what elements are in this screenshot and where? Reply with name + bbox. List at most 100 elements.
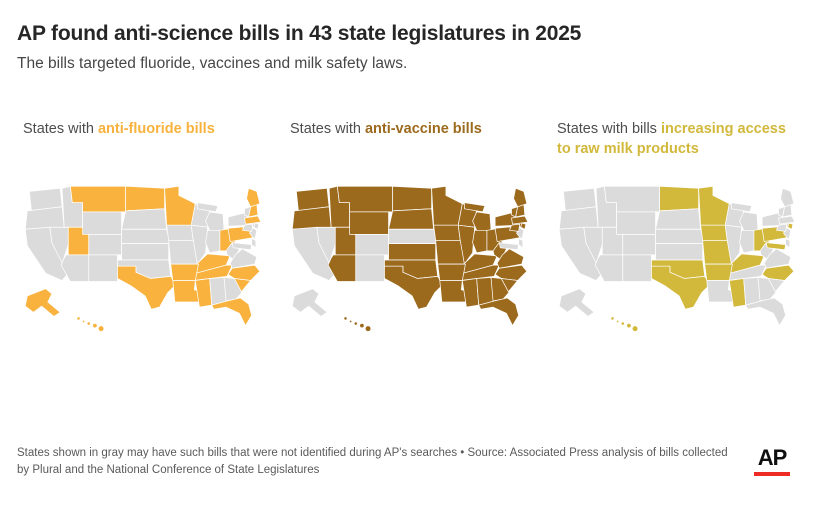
state-ga xyxy=(223,277,243,302)
state-me xyxy=(246,187,261,208)
state-az xyxy=(594,254,624,282)
map-column-anti-vaccine: States with anti-vaccine bills xyxy=(282,119,532,337)
state-hi xyxy=(97,325,105,332)
graphic-subtitle: The bills targeted fluoride, vaccines an… xyxy=(17,55,408,72)
page-root: AP found anti-science bills in 43 state … xyxy=(15,22,798,480)
us-map-anti-vaccine xyxy=(291,185,529,332)
state-hi xyxy=(626,322,632,329)
state-wy xyxy=(82,211,122,235)
state-mn xyxy=(431,185,463,226)
map-column-raw-milk: States with bills increasing access to r… xyxy=(549,119,799,337)
state-me xyxy=(513,187,528,208)
state-mi xyxy=(472,211,492,231)
state-ma xyxy=(778,215,796,225)
state-in xyxy=(739,229,755,254)
state-hi xyxy=(631,325,639,332)
ap-logo-text: AP xyxy=(757,445,788,470)
state-mi xyxy=(739,211,759,231)
state-hi xyxy=(610,316,615,321)
footer: States shown in gray may have such bills… xyxy=(15,445,798,480)
state-ak xyxy=(558,288,595,317)
state-ia xyxy=(433,224,461,241)
map-label-highlight: increasing access to raw milk products xyxy=(557,121,786,157)
state-il xyxy=(457,224,475,265)
state-ga xyxy=(490,277,510,302)
state-ct xyxy=(776,223,788,232)
state-az xyxy=(60,254,90,282)
state-md xyxy=(231,242,253,251)
state-tx xyxy=(651,265,711,310)
state-fl xyxy=(211,297,253,326)
state-hi xyxy=(343,316,348,321)
state-hi xyxy=(620,321,625,326)
us-map-anti-fluoride xyxy=(24,185,262,332)
state-ct xyxy=(242,223,254,232)
state-hi xyxy=(92,322,98,329)
state-ne xyxy=(388,228,439,244)
state-nd xyxy=(392,185,432,212)
state-hi xyxy=(86,321,91,326)
state-ar xyxy=(704,263,733,281)
graphic-title: AP found anti-science bills in 43 state … xyxy=(17,22,582,45)
state-fl xyxy=(745,297,787,326)
state-mi xyxy=(197,202,219,213)
state-ia xyxy=(166,224,194,241)
state-ks xyxy=(388,243,437,261)
state-mi xyxy=(731,202,753,213)
map-label-anti-vaccine: States with anti-vaccine bills xyxy=(282,119,532,161)
state-sd xyxy=(121,208,167,230)
us-map-raw-milk xyxy=(558,185,796,332)
state-me xyxy=(780,187,795,208)
state-ak xyxy=(291,288,328,317)
state-ks xyxy=(121,243,170,261)
state-hi xyxy=(76,316,81,321)
state-de xyxy=(785,238,791,249)
state-ar xyxy=(437,263,466,281)
state-co xyxy=(88,234,122,256)
state-or xyxy=(291,206,332,230)
state-hi xyxy=(82,319,86,324)
state-mi xyxy=(464,202,486,213)
state-ri xyxy=(787,222,794,230)
ap-logo: AP xyxy=(754,447,790,476)
map-label-prefix: States with xyxy=(23,121,98,137)
state-ks xyxy=(655,243,704,261)
ap-logo-underline xyxy=(754,472,790,476)
state-co xyxy=(355,234,389,256)
state-mn xyxy=(164,185,196,226)
state-md xyxy=(498,242,520,251)
state-wy xyxy=(349,211,389,235)
state-sd xyxy=(655,208,701,230)
map-label-prefix: States with bills xyxy=(557,121,661,137)
state-ar xyxy=(170,263,199,281)
state-ak xyxy=(24,288,61,317)
state-de xyxy=(518,238,524,249)
state-hi xyxy=(353,321,358,326)
state-nm xyxy=(88,254,118,282)
state-ne xyxy=(655,228,706,244)
maps-row: States with anti-fluoride bills States w… xyxy=(15,119,798,337)
state-nm xyxy=(622,254,652,282)
map-label-anti-fluoride: States with anti-fluoride bills xyxy=(15,119,265,161)
state-co xyxy=(622,234,656,256)
map-label-highlight: anti-vaccine bills xyxy=(364,121,482,137)
state-ia xyxy=(700,224,728,241)
state-ms xyxy=(194,278,213,308)
state-tx xyxy=(117,265,177,310)
state-ri xyxy=(253,222,260,230)
state-ga xyxy=(757,277,777,302)
state-nm xyxy=(355,254,385,282)
footer-note: States shown in gray may have such bills… xyxy=(17,447,728,477)
state-hi xyxy=(616,319,620,324)
state-ri xyxy=(520,222,527,230)
state-sc xyxy=(767,278,786,293)
state-ms xyxy=(728,278,747,308)
state-hi xyxy=(359,322,365,329)
state-ne xyxy=(121,228,172,244)
state-in xyxy=(205,229,221,254)
map-column-anti-fluoride: States with anti-fluoride bills xyxy=(15,119,265,337)
state-in xyxy=(472,229,488,254)
state-fl xyxy=(478,297,520,326)
state-sc xyxy=(500,278,519,293)
state-or xyxy=(24,206,65,230)
